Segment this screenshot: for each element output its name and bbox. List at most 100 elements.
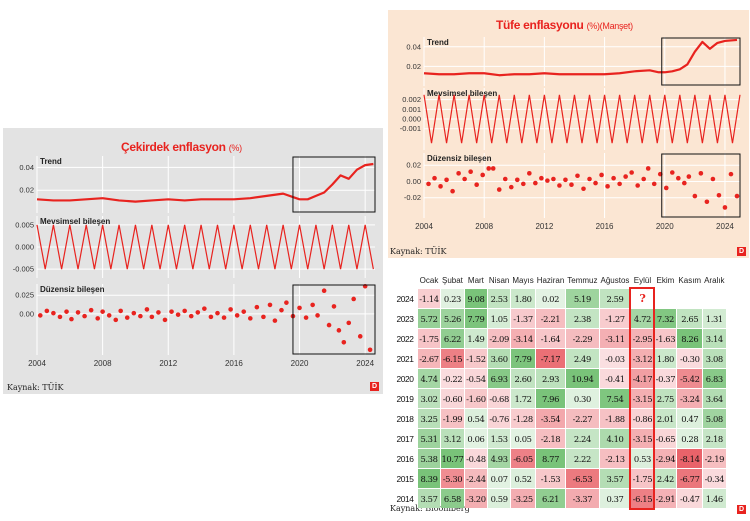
table-row: 2022 -1.75 6.22 1.49 -2.09 -3.14 -1.64 -2.29 -3.… bbox=[393, 329, 726, 348]
table-cell: -2.19 bbox=[703, 449, 726, 468]
table-cell: -3.20 bbox=[464, 489, 487, 508]
highlight-box bbox=[292, 156, 376, 213]
irregular-point bbox=[57, 314, 63, 320]
table-cell: -0.48 bbox=[464, 449, 487, 468]
irregular-point bbox=[195, 310, 201, 315]
irregular-point bbox=[182, 308, 187, 314]
irregular-point bbox=[722, 205, 728, 210]
irregular-point bbox=[581, 186, 586, 192]
table-cell: -0.68 bbox=[487, 389, 511, 408]
table-cell: 0.02 bbox=[535, 289, 566, 308]
irregular-point bbox=[462, 176, 467, 182]
core-inflation-chart: 0.04 0.02 Trend 0.005 0.000 -0.005 Mevsimsel b… bbox=[13, 156, 376, 368]
x-tick-label: 2016 bbox=[596, 222, 614, 231]
core-source: Kaynak: TÜİK bbox=[7, 383, 64, 392]
irregular-point bbox=[51, 310, 56, 316]
irregular-point bbox=[692, 193, 698, 199]
year-label: 2018 bbox=[396, 413, 414, 424]
irregular-point bbox=[144, 307, 150, 312]
table-cell: 8.26 bbox=[677, 329, 703, 348]
month-header: Mayıs bbox=[512, 275, 534, 285]
irregular-point bbox=[297, 305, 302, 311]
table-cell: -6.53 bbox=[566, 469, 599, 488]
table-cell: -0.60 bbox=[441, 389, 464, 408]
tufe-inflation-panel: Tüfe enflasyonu (%)(Manşet) 0.04 0.02 Tren… bbox=[388, 10, 749, 258]
table-cell: 2.93 bbox=[535, 369, 566, 388]
table-cell: 2.49 bbox=[566, 349, 599, 368]
table-cell: -0.76 bbox=[487, 409, 511, 428]
table-cell: -4.17 bbox=[631, 369, 654, 388]
table-cell: 2.22 bbox=[566, 449, 599, 468]
irregular-point bbox=[698, 171, 704, 176]
table-cell: -0.30 bbox=[677, 349, 703, 368]
table-cell: -2.29 bbox=[566, 329, 599, 348]
table-cell: 4.72 bbox=[631, 309, 654, 328]
irregular-point bbox=[351, 296, 356, 302]
tufe-chart-title: Tüfe enflasyonu (%)(Manşet) bbox=[496, 18, 633, 32]
table-cell: 6.58 bbox=[441, 489, 464, 508]
table-cell: -0.65 bbox=[654, 429, 677, 448]
irregular-point bbox=[88, 307, 94, 313]
x-tick-label: 2008 bbox=[94, 359, 112, 368]
table-cell: -6.05 bbox=[511, 449, 535, 468]
irregular-point bbox=[545, 178, 550, 183]
irregular-point bbox=[641, 176, 646, 182]
table-cell: 1.46 bbox=[703, 489, 726, 508]
table-cell: -0.34 bbox=[703, 469, 726, 488]
table-cell: 2.38 bbox=[566, 309, 599, 328]
irregular-point bbox=[496, 187, 502, 192]
table-cell: 1.05 bbox=[487, 309, 511, 328]
x-tick-label: 2020 bbox=[291, 359, 309, 368]
table-cell: -0.22 bbox=[441, 369, 464, 388]
table-cell: -2.91 bbox=[654, 489, 677, 508]
table-cell: 7.54 bbox=[599, 389, 631, 408]
year-label: 2024 bbox=[396, 293, 414, 304]
table-cell: 2.65 bbox=[677, 309, 703, 328]
core-chart-title: Çekirdek enflasyon (%) bbox=[121, 140, 242, 154]
irregular-point bbox=[336, 328, 342, 333]
table-cell: 9.08 bbox=[464, 289, 487, 308]
irregular-point bbox=[228, 307, 233, 312]
table-cell: -0.37 bbox=[654, 369, 677, 388]
y-tick-label: -0.005 bbox=[13, 265, 34, 274]
table-cell: 2.18 bbox=[703, 429, 726, 448]
month-header: Şubat bbox=[442, 275, 463, 285]
table-cell bbox=[654, 289, 677, 308]
table-cell: 10.77 bbox=[441, 449, 464, 468]
table-cell: 2.59 bbox=[599, 289, 631, 308]
table-cell: 0.59 bbox=[487, 489, 511, 508]
table-cell: 0.53 bbox=[631, 449, 654, 468]
trend-line bbox=[36, 162, 374, 203]
table-cell: 3.14 bbox=[703, 329, 726, 348]
irregular-point bbox=[704, 199, 710, 205]
table-cell: 3.60 bbox=[487, 349, 511, 368]
table-cell: 5.19 bbox=[566, 289, 599, 308]
table-cell: 3.12 bbox=[441, 429, 464, 448]
table-cell: 0.54 bbox=[464, 409, 487, 428]
year-label: 2022 bbox=[396, 333, 414, 344]
y-tick-label: 0.00 bbox=[19, 309, 34, 318]
y-tick-label: 0.04 bbox=[406, 42, 421, 51]
table-cell: -1.14 bbox=[418, 289, 440, 308]
irregular-point bbox=[175, 312, 181, 317]
y-tick-label: 0.005 bbox=[15, 220, 34, 229]
table-row: 2019 3.02 -0.60 -1.60 -0.68 1.72 7.96 0.30 7.54-… bbox=[393, 389, 726, 408]
irregular-point bbox=[651, 181, 657, 187]
table-cell: 5.31 bbox=[418, 429, 440, 448]
irregular-point bbox=[450, 188, 455, 194]
irregular-point bbox=[575, 173, 580, 179]
irregular-point bbox=[551, 176, 556, 182]
table-cell: 8.77 bbox=[535, 449, 566, 468]
table-cell: -2.44 bbox=[464, 469, 487, 488]
irregular-point bbox=[124, 315, 130, 320]
y-tick-label: -0.001 bbox=[400, 124, 421, 133]
table-cell: 2.24 bbox=[566, 429, 599, 448]
table-cell: -1.27 bbox=[599, 309, 631, 328]
table-cell: -5.30 bbox=[441, 469, 464, 488]
irregular-point bbox=[315, 313, 320, 318]
seasonal-line bbox=[423, 94, 741, 144]
irregular-point bbox=[514, 177, 520, 183]
year-label: 2019 bbox=[396, 393, 414, 404]
irregular-point bbox=[480, 172, 485, 178]
irregular-point bbox=[444, 177, 449, 183]
